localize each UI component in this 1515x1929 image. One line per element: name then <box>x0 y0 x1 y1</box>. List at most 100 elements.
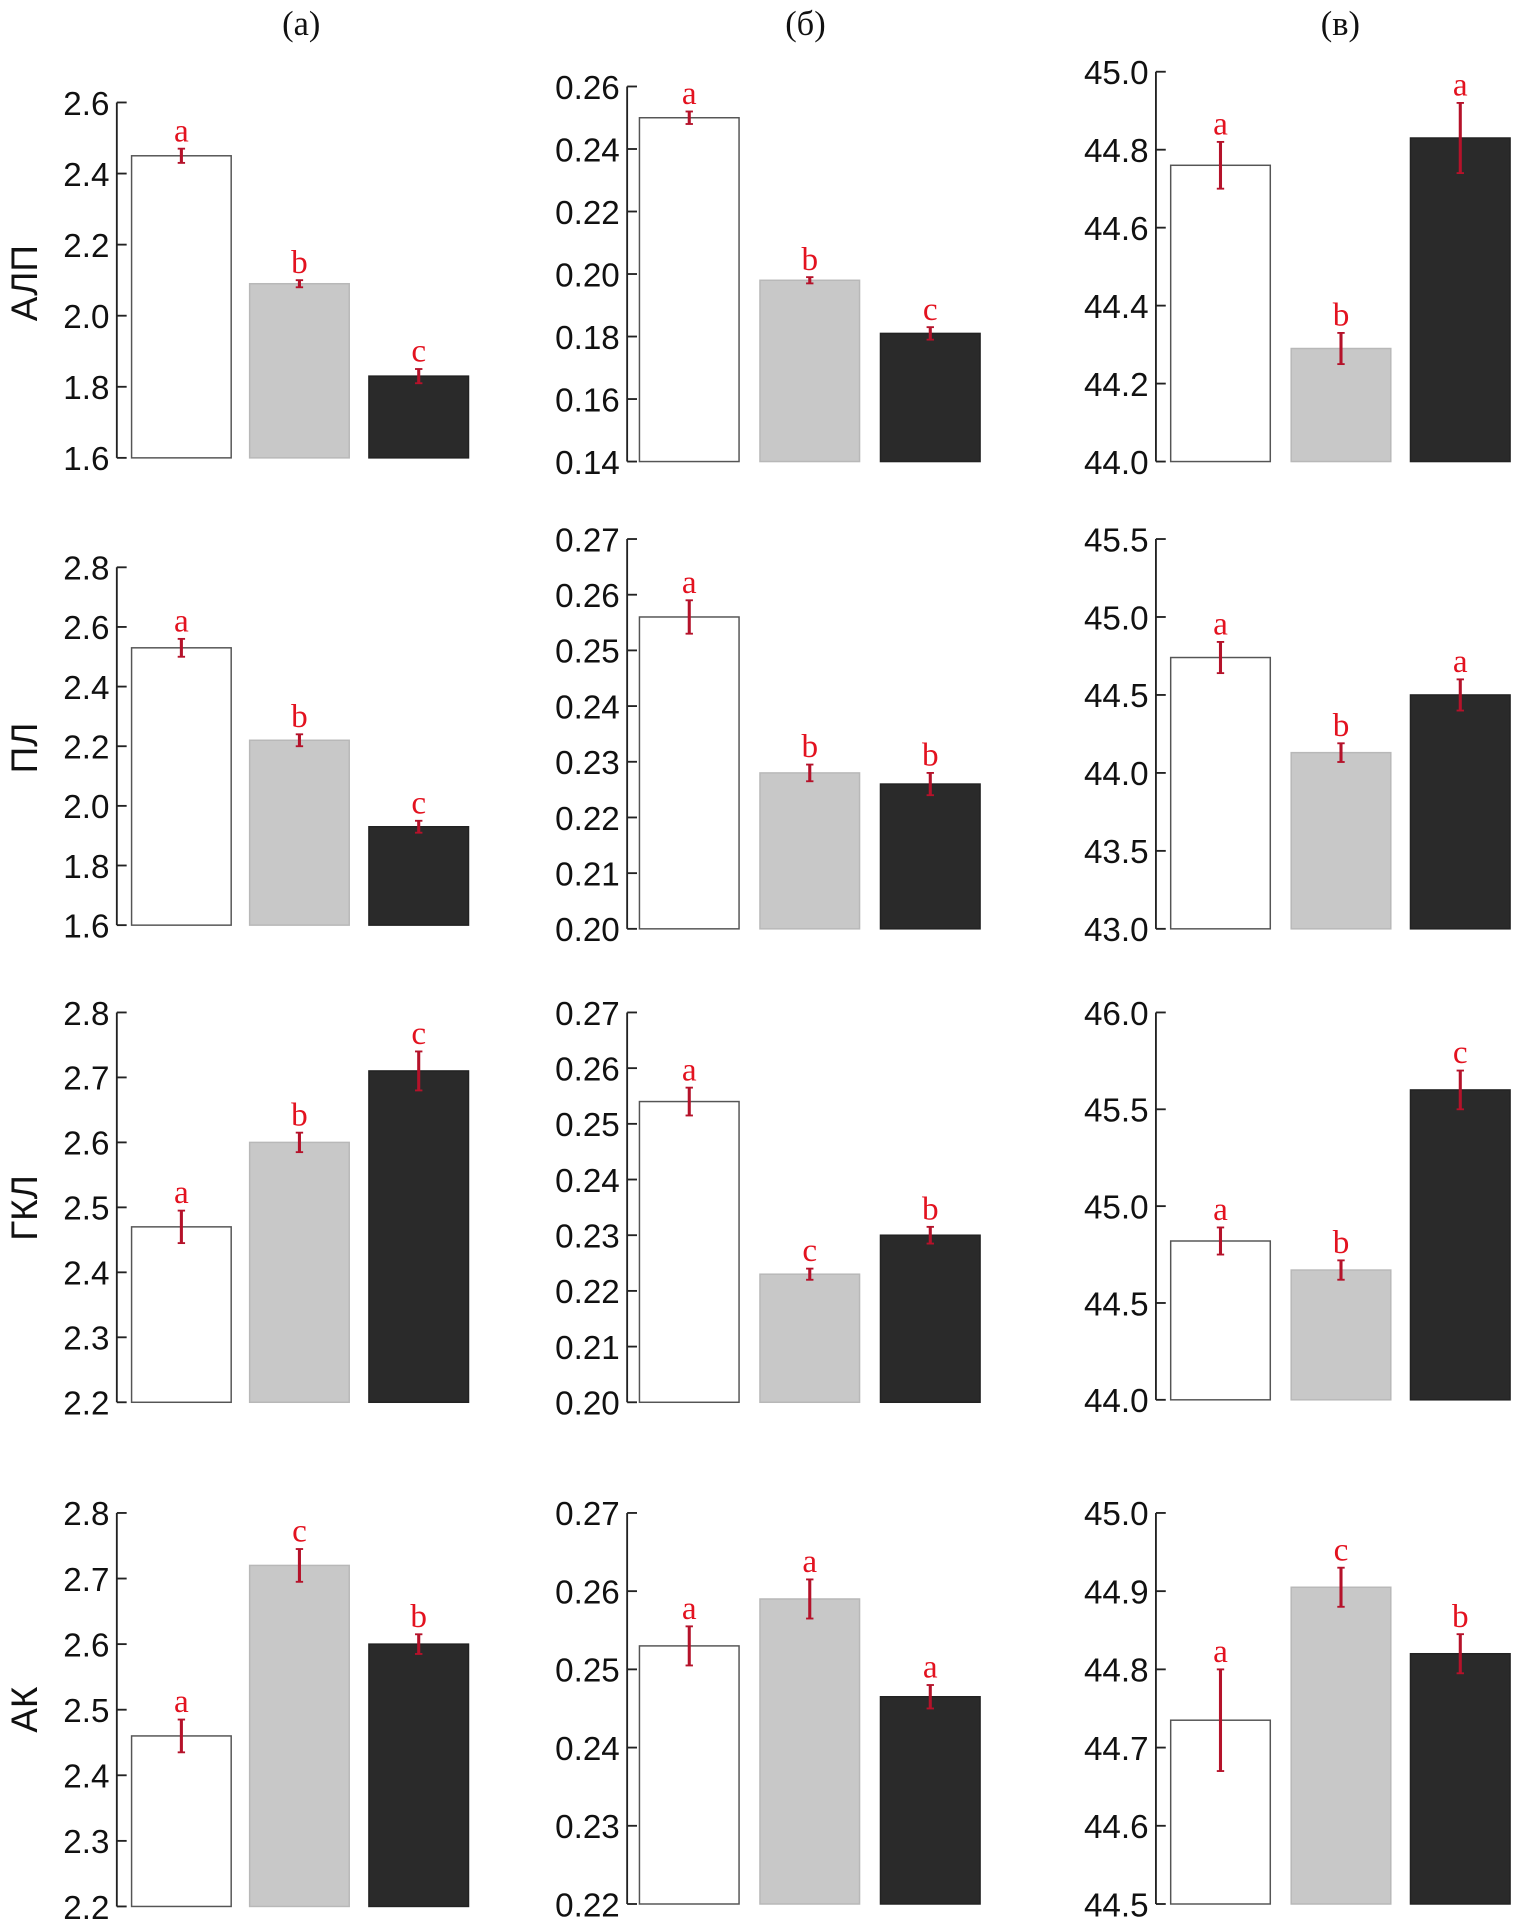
bar <box>248 1564 350 1908</box>
y-tick-label: 45.0 <box>1084 600 1149 637</box>
y-tick-label: 45.0 <box>1084 1496 1149 1533</box>
y-tick-label: 2.7 <box>63 1562 109 1599</box>
y-tick-label: 45.5 <box>1084 1093 1149 1130</box>
y-tick-label: 45.0 <box>1084 55 1149 92</box>
y-tick-label: 0.27 <box>555 996 620 1033</box>
significance-letter: a <box>174 1174 189 1211</box>
significance-letter: c <box>923 291 938 328</box>
column-title-a: (а) <box>282 5 320 43</box>
y-tick-label: 2.2 <box>63 1890 109 1927</box>
y-tick-label: 0.14 <box>555 445 620 482</box>
y-tick-label: 44.8 <box>1084 133 1149 170</box>
y-tick-label: 0.22 <box>555 195 620 232</box>
y-tick-label: 0.27 <box>555 522 620 559</box>
y-tick-label: 44.2 <box>1084 367 1149 404</box>
y-tick-label: 44.6 <box>1084 1809 1149 1846</box>
y-tick-label: 46.0 <box>1084 996 1149 1033</box>
y-tick-label: 2.8 <box>63 1496 109 1533</box>
significance-letter: b <box>1333 1224 1350 1261</box>
significance-letter: c <box>1334 1531 1349 1568</box>
significance-letter: c <box>411 784 426 821</box>
significance-letter: a <box>802 1543 817 1580</box>
significance-letter: c <box>292 1513 307 1550</box>
y-tick-label: 2.6 <box>63 1627 109 1664</box>
y-tick-label: 0.23 <box>555 1809 620 1846</box>
bar <box>759 1598 861 1905</box>
y-tick-label: 2.8 <box>63 996 109 1033</box>
bar <box>638 117 740 463</box>
significance-letter: a <box>682 75 697 112</box>
significance-letter: b <box>291 244 308 281</box>
y-tick-label: 0.20 <box>555 1386 620 1423</box>
y-tick-label: 0.24 <box>555 1163 620 1200</box>
y-tick-label: 2.5 <box>63 1693 109 1730</box>
y-tick-label: 0.27 <box>555 1496 620 1533</box>
significance-letter: a <box>1213 1191 1228 1228</box>
significance-letter: c <box>802 1232 817 1269</box>
y-tick-label: 2.3 <box>63 1824 109 1861</box>
significance-letter: b <box>1333 707 1350 744</box>
bar <box>368 1070 470 1404</box>
y-tick-label: 2.2 <box>63 228 109 265</box>
bar <box>1290 347 1392 463</box>
y-tick-label: 0.23 <box>555 1219 620 1256</box>
significance-letter: a <box>174 112 189 149</box>
y-tick-label: 0.22 <box>555 1274 620 1311</box>
y-tick-label: 2.2 <box>63 730 109 767</box>
y-tick-label: 44.0 <box>1084 1383 1149 1420</box>
y-tick-label: 2.0 <box>63 299 109 336</box>
y-tick-label: 0.24 <box>555 1731 620 1768</box>
y-tick-label: 44.7 <box>1084 1731 1149 1768</box>
y-tick-label: 0.26 <box>555 578 620 615</box>
y-tick-label: 0.16 <box>555 382 620 419</box>
bar <box>248 282 350 459</box>
bar <box>368 826 470 926</box>
y-tick-label: 2.4 <box>63 1759 109 1796</box>
bar <box>1409 1089 1511 1401</box>
y-tick-label: 2.4 <box>63 1256 109 1293</box>
row-label-ak: АК <box>4 1686 45 1733</box>
y-tick-label: 0.18 <box>555 320 620 357</box>
bar <box>638 1645 740 1905</box>
bar <box>248 739 350 926</box>
y-tick-label: 44.0 <box>1084 756 1149 793</box>
y-tick-label: 0.22 <box>555 1887 620 1924</box>
bar <box>248 1141 350 1404</box>
y-tick-label: 45.0 <box>1084 1189 1149 1226</box>
y-tick-label: 44.5 <box>1084 678 1149 715</box>
significance-letter: a <box>1453 643 1468 680</box>
y-tick-label: 0.21 <box>555 856 620 893</box>
y-tick-label: 1.8 <box>63 370 109 407</box>
significance-letter: c <box>1453 1034 1468 1071</box>
y-tick-label: 0.26 <box>555 1574 620 1611</box>
significance-letter: b <box>1452 1598 1469 1635</box>
bar <box>1409 1652 1511 1905</box>
y-tick-label: 2.7 <box>63 1061 109 1098</box>
significance-letter: a <box>682 564 697 601</box>
y-tick-label: 0.20 <box>555 912 620 949</box>
y-tick-label: 44.5 <box>1084 1286 1149 1323</box>
y-tick-label: 0.24 <box>555 132 620 169</box>
y-tick-label: 2.5 <box>63 1191 109 1228</box>
y-tick-label: 2.4 <box>63 670 109 707</box>
y-tick-label: 0.23 <box>555 745 620 782</box>
y-tick-label: 1.6 <box>63 441 109 478</box>
bar <box>130 647 232 926</box>
y-tick-label: 44.5 <box>1084 1887 1149 1924</box>
significance-letter: b <box>801 728 818 765</box>
significance-letter: a <box>682 1051 697 1088</box>
bar <box>759 1273 861 1404</box>
bar <box>1290 1586 1392 1905</box>
significance-letter: a <box>1213 106 1228 143</box>
bar <box>368 375 470 459</box>
bar <box>1169 164 1272 463</box>
y-tick-label: 44.8 <box>1084 1653 1149 1690</box>
bar <box>759 772 861 930</box>
y-tick-label: 0.24 <box>555 689 620 726</box>
significance-letter: a <box>923 1649 938 1686</box>
y-tick-label: 2.2 <box>63 1386 109 1423</box>
column-title-b: (б) <box>785 5 825 43</box>
bar <box>1169 656 1272 930</box>
y-tick-label: 0.26 <box>555 70 620 107</box>
significance-letter: a <box>1213 606 1228 643</box>
